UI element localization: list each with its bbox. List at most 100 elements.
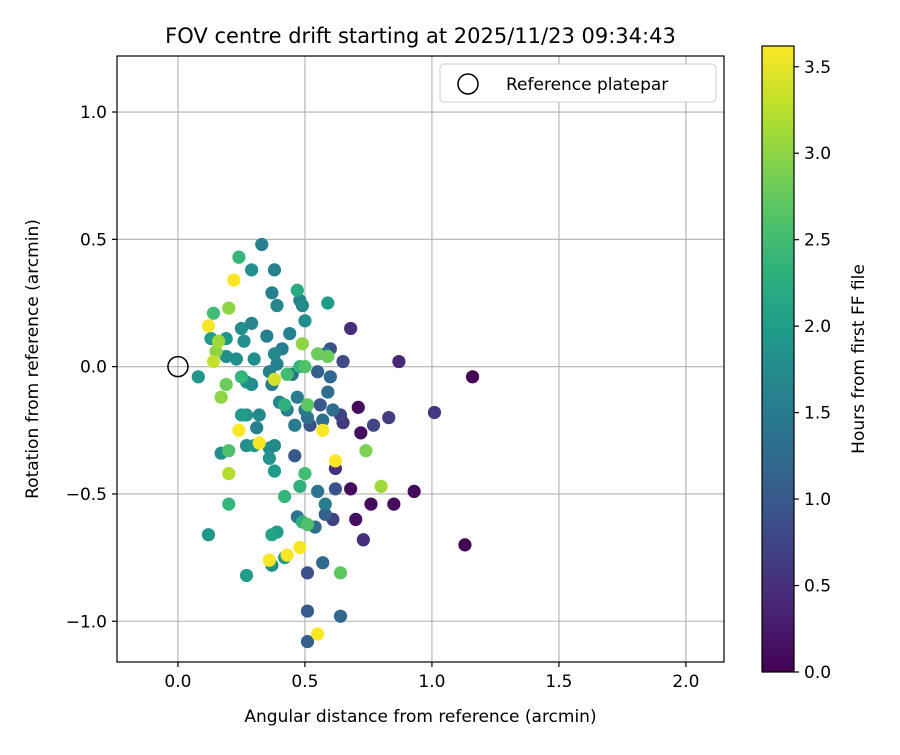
y-tick-label: 0.0 [80,358,107,378]
x-tick-label: 0.0 [164,672,191,692]
data-point [222,444,236,458]
legend-marker-open-circle [457,73,479,95]
x-tick-label: 1.5 [545,672,572,692]
data-point [333,566,348,580]
data-point [201,528,216,542]
data-point [278,398,292,412]
data-point [354,426,368,440]
data-point [239,568,254,583]
data-point [359,444,373,458]
data-point [191,370,205,384]
data-point [234,370,249,384]
data-point [295,337,310,351]
data-point [356,533,370,547]
data-point [364,497,378,511]
colorbar-tick-label: 2.0 [804,317,831,337]
data-point [311,365,325,379]
x-tick-label: 1.0 [418,672,445,692]
data-point [247,352,261,366]
data-point [293,540,307,555]
data-point [313,398,327,412]
colorbar-tick-label: 3.0 [804,144,831,164]
data-point [290,283,304,297]
data-point [316,556,330,570]
data-point [219,349,233,364]
x-axis-label: Angular distance from reference (arcmin) [244,707,596,727]
data-point [382,410,396,425]
data-point [267,263,282,277]
data-point [211,334,226,348]
data-point [214,390,228,404]
data-point [201,319,216,333]
data-point [316,413,330,427]
data-point [245,377,259,392]
data-point [283,326,297,341]
data-point [387,497,401,511]
data-point [328,454,343,468]
x-tick-label: 2.0 [672,672,699,692]
y-tick-label: 1.0 [80,103,107,123]
data-point [232,423,246,437]
colorbar-tick-label: 2.5 [804,231,831,251]
data-point [316,423,330,437]
data-point [280,548,294,562]
data-point [465,370,480,384]
data-point [222,466,236,481]
data-point [229,352,243,366]
data-point [293,479,307,493]
data-points [191,237,480,649]
colorbar-tick-label: 1.0 [804,490,831,510]
data-point [227,273,241,287]
data-point [260,329,274,343]
legend-label: Reference platepar [506,75,668,95]
data-point [278,489,292,504]
colorbar-gradient [761,45,795,673]
data-point [245,263,259,277]
y-tick-label: −1.0 [66,612,107,632]
data-point [206,354,221,369]
data-point [232,250,246,264]
legend-box [439,63,717,103]
data-point [344,321,358,336]
data-point [270,298,284,313]
colorbar-tick-label: 0.5 [804,577,831,597]
data-point [298,360,312,374]
data-point [351,400,365,414]
data-point [219,377,233,392]
data-point [323,370,337,384]
y-tick-label: −0.5 [66,485,107,505]
y-axis-label: Rotation from reference (arcmin) [23,219,43,499]
data-point [206,306,221,320]
data-point [349,512,363,527]
colorbar-label: Hours from first FF file [849,264,869,454]
data-point [267,438,282,453]
data-point [300,635,315,649]
data-point [265,528,279,542]
data-point [328,482,343,496]
data-point [209,344,223,358]
plot-frame [116,55,725,663]
data-point [295,298,310,313]
data-point [255,237,269,252]
data-point [321,349,335,364]
data-point [262,451,276,465]
data-point [407,484,421,499]
data-point [265,286,279,300]
data-point [344,482,358,496]
data-point [267,464,282,478]
data-point [298,314,312,328]
data-point [262,553,276,567]
colorbar-tick-label: 1.5 [804,404,831,424]
data-point [288,418,302,432]
colorbar: 0.0 0.5 1.0 1.5 2.0 2.5 3.0 3.5 [761,45,831,683]
data-point [252,436,266,450]
data-point [392,354,406,369]
data-point [280,367,294,381]
data-point [288,449,302,463]
data-point [222,301,236,315]
data-point [267,347,282,361]
data-point [267,372,282,386]
data-point [234,408,249,422]
